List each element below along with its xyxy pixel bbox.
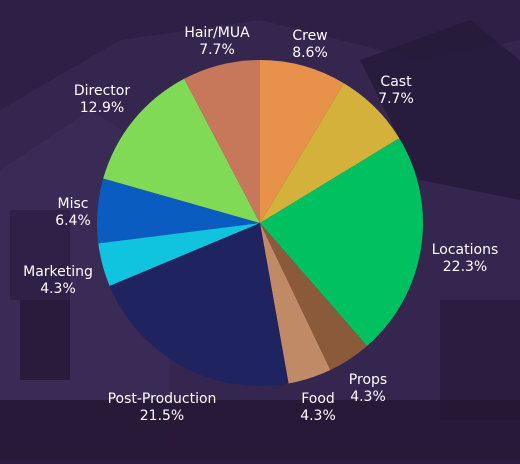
pie-slice-hair-mua[interactable] (184, 60, 260, 223)
pie-labels: Crew8.6%Cast7.7%Locations22.3%Props4.3%F… (23, 25, 498, 424)
slice-label-name: Cast (380, 74, 412, 90)
slice-label-value: 7.7% (378, 91, 414, 107)
pie-slice-locations[interactable] (260, 138, 423, 346)
pie-slice-director[interactable] (103, 78, 260, 224)
slice-label-name: Marketing (23, 264, 93, 280)
pie-slice-post-production[interactable] (109, 223, 289, 386)
slice-label-value: 21.5% (140, 408, 184, 424)
slice-label-name: Post-Production (108, 391, 217, 407)
pie-slices (97, 60, 423, 386)
slice-label-value: 6.4% (55, 213, 91, 229)
pie-slice-cast[interactable] (260, 83, 400, 223)
slice-label-value: 4.3% (350, 389, 386, 405)
pie-slice-crew[interactable] (260, 60, 344, 223)
slice-label-name: Misc (58, 196, 89, 212)
slice-label-value: 4.3% (300, 408, 336, 424)
slice-label-value: 12.9% (80, 100, 124, 116)
slice-label-value: 22.3% (443, 259, 487, 275)
slice-label-value: 7.7% (199, 42, 235, 58)
slice-label-name: Crew (292, 28, 327, 44)
pie-slice-misc[interactable] (97, 178, 261, 244)
slice-label-value: 4.3% (40, 281, 76, 297)
slice-label-name: Props (349, 372, 387, 388)
slice-label-value: 8.6% (292, 45, 328, 61)
slice-label-name: Food (301, 391, 335, 407)
pie-slice-food[interactable] (260, 223, 331, 384)
slice-label-name: Hair/MUA (184, 25, 250, 41)
pie-slice-props[interactable] (260, 223, 368, 371)
slice-label-name: Locations (432, 242, 499, 258)
pie-slice-marketing[interactable] (98, 223, 260, 286)
slice-label-name: Director (74, 83, 130, 99)
